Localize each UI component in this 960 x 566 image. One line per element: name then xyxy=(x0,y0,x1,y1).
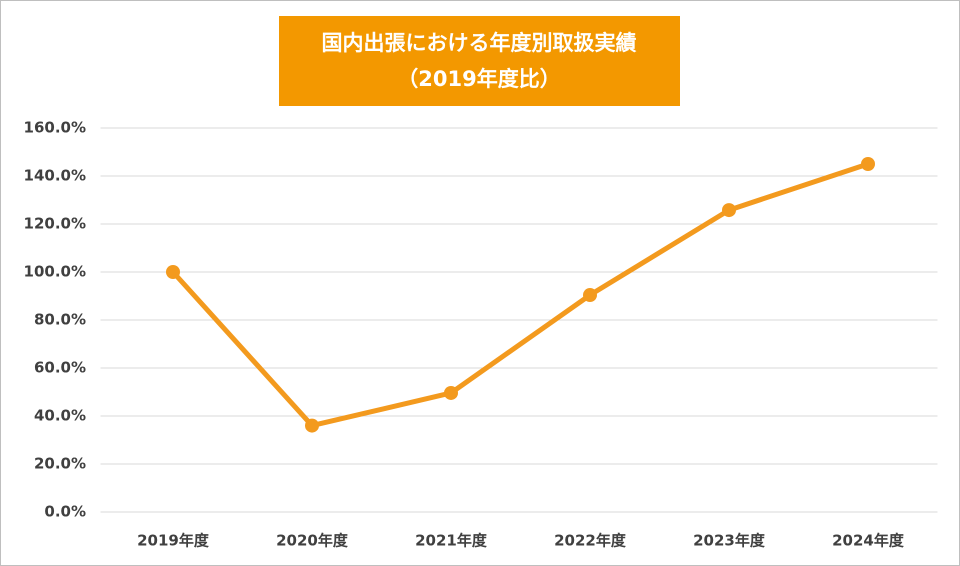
x-tick-label: 2022年度 xyxy=(554,532,627,550)
point xyxy=(444,385,458,400)
x-tick-label: 2021年度 xyxy=(415,532,488,550)
y-tick-label: 160.0% xyxy=(24,119,86,137)
y-tick-label: 80.0% xyxy=(34,311,86,329)
point xyxy=(166,265,180,279)
y-tick-label: 140.0% xyxy=(24,167,86,185)
chart-subtitle: （2019年度比） xyxy=(397,67,560,91)
chart-title: 国内出張における年度別取扱実績 xyxy=(322,31,637,55)
point xyxy=(583,288,597,303)
x-tick-label: 2020年度 xyxy=(276,532,349,550)
y-tick-label: 0.0% xyxy=(44,503,86,521)
title-box xyxy=(279,16,680,106)
x-tick-label: 2024年度 xyxy=(832,532,905,550)
y-tick-label: 20.0% xyxy=(34,455,86,473)
y-tick-label: 40.0% xyxy=(34,407,86,425)
point xyxy=(861,157,875,171)
point xyxy=(722,203,736,218)
y-tick-label: 60.0% xyxy=(34,359,86,377)
x-tick-label: 2023年度 xyxy=(693,532,766,550)
x-tick-label: 2019年度 xyxy=(137,532,210,550)
point xyxy=(305,418,319,433)
y-tick-label: 100.0% xyxy=(24,263,86,281)
line xyxy=(171,161,869,429)
y-tick-label: 120.0% xyxy=(24,215,86,233)
